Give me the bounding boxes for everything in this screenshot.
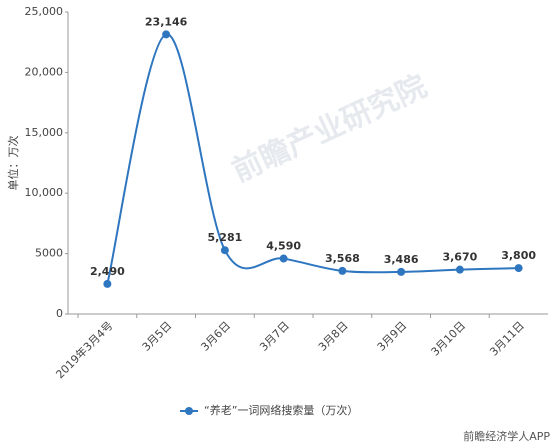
- x-tick-label: 2019年3月4号: [53, 318, 116, 381]
- data-label: 3,568: [325, 252, 360, 265]
- data-label: 5,281: [207, 231, 242, 244]
- data-label: 3,670: [442, 251, 477, 264]
- x-tick-label: 3月5日: [140, 319, 175, 354]
- data-label: 23,146: [145, 15, 188, 28]
- legend-label: “养老”一词网络搜索量（万次）: [204, 403, 358, 417]
- y-tick-label: 0: [56, 307, 63, 320]
- x-tick-label: 3月8日: [316, 319, 351, 354]
- data-label: 3,486: [384, 253, 419, 266]
- x-tick-label: 3月11日: [487, 319, 527, 359]
- point: [103, 279, 112, 288]
- point: [397, 267, 406, 276]
- point: [162, 30, 171, 39]
- x-tick-label: 3月7日: [257, 319, 292, 354]
- data-label: 4,590: [266, 240, 301, 253]
- data-label: 2,490: [90, 265, 125, 278]
- point: [279, 254, 288, 263]
- point: [514, 264, 523, 273]
- y-tick-label: 15,000: [25, 126, 64, 139]
- point: [220, 246, 229, 255]
- y-tick-label: 10,000: [25, 186, 64, 199]
- legend-marker: [185, 407, 193, 415]
- point: [338, 266, 347, 275]
- y-tick-label: 25,000: [25, 5, 64, 18]
- data-label: 3,800: [501, 249, 536, 262]
- x-tick-label: 3月6日: [198, 319, 233, 354]
- point: [455, 265, 464, 274]
- source: 前瞻经济学人APP: [463, 429, 550, 443]
- x-tick-label: 3月10日: [429, 319, 469, 359]
- y-tick-label: 5000: [35, 247, 63, 260]
- y-axis-label: 单位：万次: [6, 136, 20, 191]
- y-tick-label: 20,000: [25, 65, 64, 78]
- x-tick-label: 3月9日: [375, 319, 410, 354]
- line: [106, 33, 519, 285]
- watermark: 前瞻产业研究院: [227, 69, 432, 189]
